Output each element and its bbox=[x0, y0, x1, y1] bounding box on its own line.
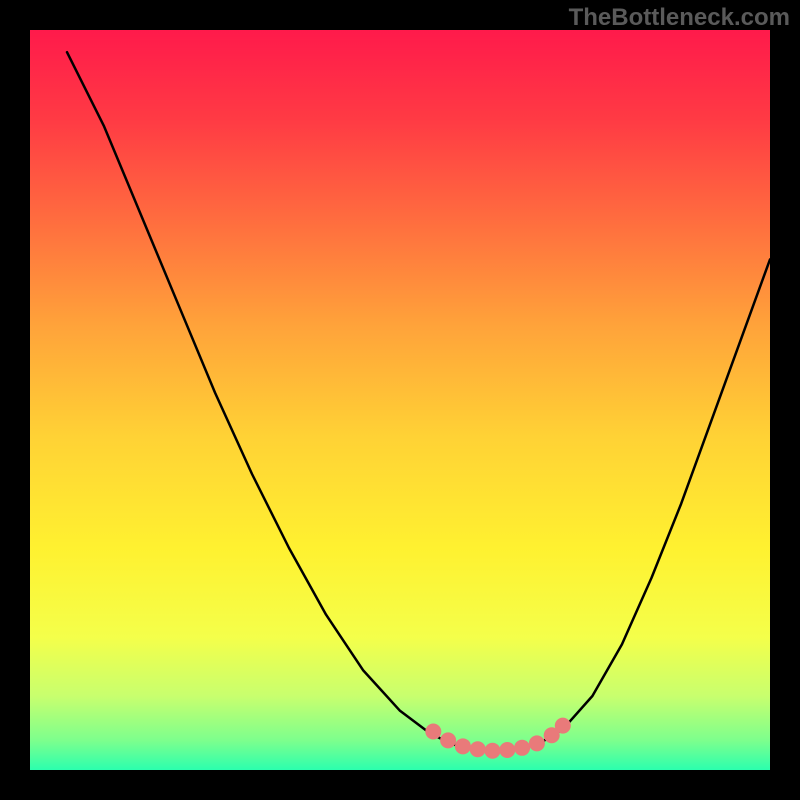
marker-dot bbox=[440, 732, 456, 748]
bottleneck-chart: TheBottleneck.com bbox=[0, 0, 800, 800]
marker-dot bbox=[514, 740, 530, 756]
attribution-label: TheBottleneck.com bbox=[569, 4, 790, 32]
marker-dot bbox=[555, 718, 571, 734]
marker-dot bbox=[529, 735, 545, 751]
marker-dot bbox=[425, 724, 441, 740]
marker-dot bbox=[455, 738, 471, 754]
marker-dot bbox=[499, 742, 515, 758]
chart-svg bbox=[0, 0, 800, 800]
marker-dot bbox=[485, 743, 501, 759]
gradient-background bbox=[30, 30, 770, 770]
marker-dot bbox=[470, 741, 486, 757]
